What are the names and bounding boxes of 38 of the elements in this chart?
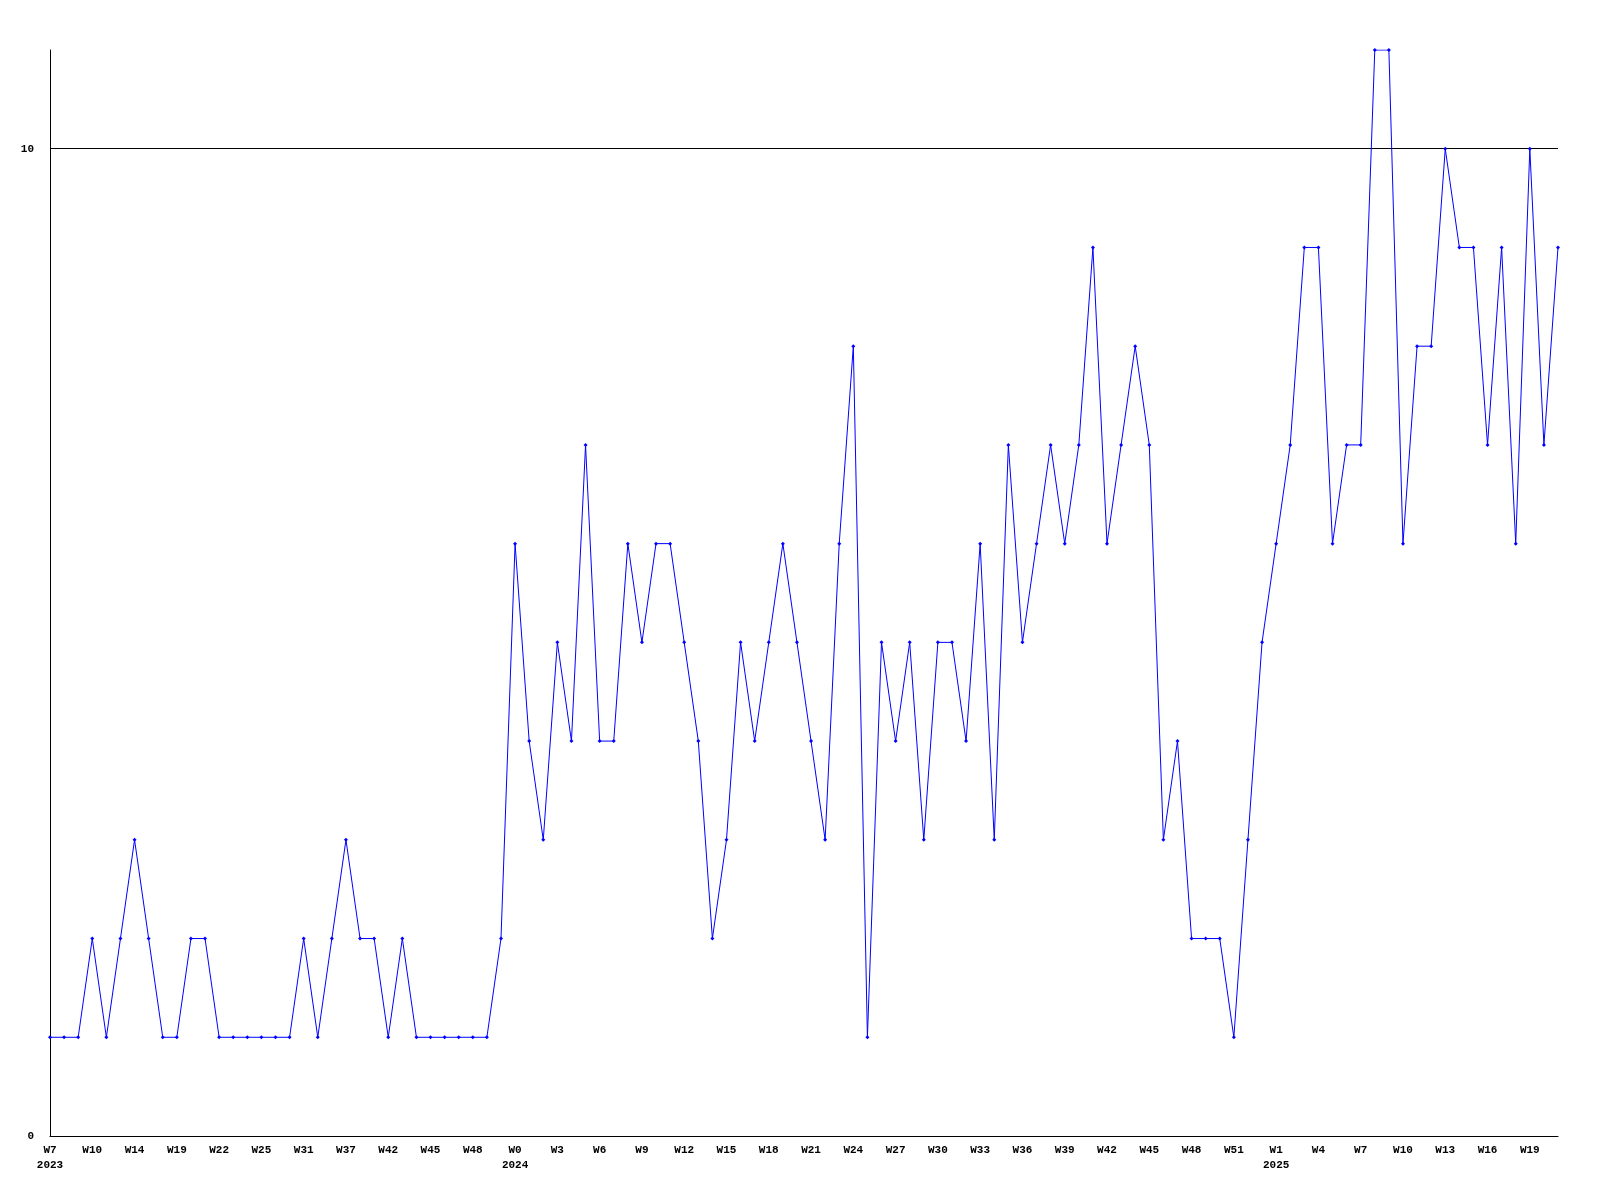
x-tick-label: W4: [1311, 1143, 1326, 1156]
x-tick-label: W39: [1054, 1143, 1075, 1156]
x-tick-label: W45: [420, 1143, 441, 1156]
x-tick-label: W7: [1354, 1143, 1368, 1156]
x-tick-label: W42: [378, 1143, 399, 1156]
x-tick-label: W37: [336, 1143, 356, 1156]
x-tick-label: W18: [758, 1143, 780, 1156]
x-tick-label: W33: [970, 1143, 991, 1156]
x-tick-label: W19: [1519, 1143, 1540, 1156]
x-tick-label: W45: [1139, 1143, 1160, 1156]
x-tick-label: W1 2025: [1262, 1143, 1290, 1171]
x-tick-label: W25: [251, 1143, 272, 1156]
x-tick-label: W21: [801, 1143, 822, 1156]
x-tick-label: W13: [1435, 1143, 1456, 1156]
y-tick-label: 10: [20, 142, 34, 155]
x-tick-label: W30: [927, 1143, 948, 1156]
x-tick-label: W48: [1181, 1143, 1202, 1156]
x-tick-label: W9: [635, 1143, 649, 1156]
x-tick-label: W51: [1223, 1143, 1245, 1156]
x-tick-label: W14: [124, 1143, 145, 1156]
x-tick-label: W24: [843, 1143, 864, 1156]
x-tick-label: W6: [593, 1143, 607, 1156]
x-tick-label: W36: [1012, 1143, 1033, 1156]
x-tick-label: W42: [1097, 1143, 1117, 1156]
x-tick-label: W48: [462, 1143, 484, 1156]
x-tick-label: W0 2024: [501, 1143, 529, 1171]
y-tick-label: 0: [27, 1130, 34, 1142]
x-tick-label: W3: [550, 1143, 565, 1156]
x-tick-label: W15: [716, 1143, 737, 1156]
x-tick-label: W10: [82, 1143, 103, 1156]
x-tick-label: W31: [293, 1143, 314, 1156]
x-tick-label: W10: [1393, 1143, 1413, 1156]
x-tick-label: W12: [674, 1143, 695, 1156]
x-tick-label: W7 2023: [36, 1143, 64, 1171]
x-tick-label: W22: [209, 1143, 230, 1156]
x-tick-label: W16: [1477, 1143, 1498, 1156]
x-tick-label: W27: [885, 1143, 906, 1156]
x-tick-label: W19: [166, 1143, 187, 1156]
